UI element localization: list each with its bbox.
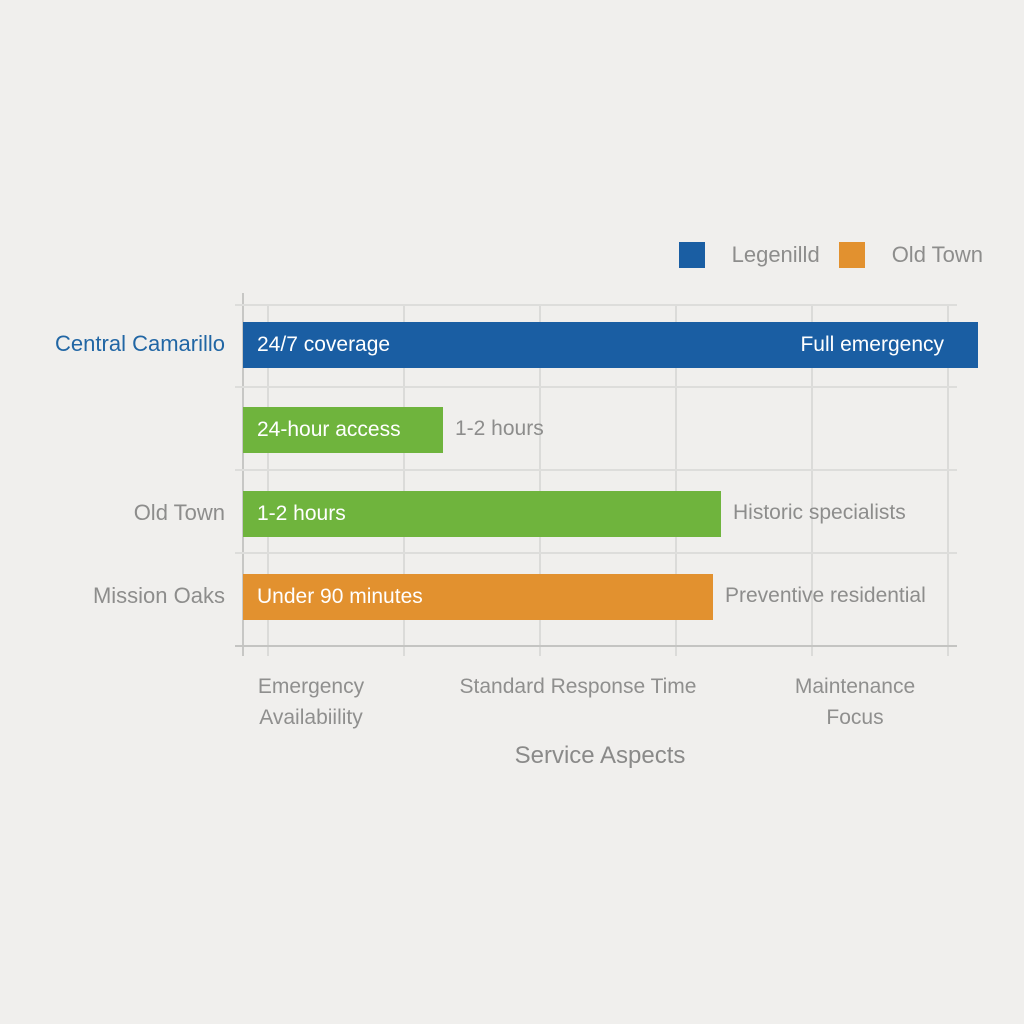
bar-end-label: Full emergency [800, 333, 944, 356]
bar-label: Under 90 minutes [257, 585, 423, 608]
y-axis-label-old-town: Old Town [133, 500, 225, 525]
x-axis-label-maintenance-focus: Maintenance Focus [794, 675, 916, 729]
gridline-horizontal [235, 386, 957, 388]
y-axis-line [242, 293, 244, 656]
bar-label: 1-2 hours [257, 502, 346, 525]
bar-outside-label: Preventive residential [725, 584, 926, 607]
x-axis-label-standard-response-time: Standard Response Time [459, 675, 697, 698]
bar-outside-label: Historic specialists [733, 501, 906, 524]
plot-area: 24/7 coverage Full emergency 24-hour acces… [235, 293, 978, 656]
y-axis-label-central-camarillo: Central Camarillo [55, 331, 225, 356]
y-axis-labels: Central Camarillo Old Town Mission Oaks [0, 305, 225, 646]
gridline-vertical [539, 305, 541, 656]
y-axis-label-mission-oaks: Mission Oaks [92, 583, 225, 608]
legend-item-blue: Legenilld [678, 242, 820, 268]
bar-old-town: 1-2 hours [243, 491, 721, 537]
gridline-vertical [811, 305, 813, 656]
gridline-vertical [403, 305, 405, 656]
legend-item-orange: Old Town [838, 242, 983, 268]
legend-label-orange: Old Town [891, 242, 983, 267]
bar-central-camarillo: 24/7 coverage Full emergency [243, 322, 978, 368]
gridline-vertical [675, 305, 677, 656]
x-axis-tick-labels: Emergency Availabiility Standard Response… [243, 671, 957, 741]
x-axis-line [235, 645, 957, 647]
x-axis-label-emergency: Emergency Availabiility [257, 675, 365, 729]
legend-swatch-blue-icon [678, 242, 705, 268]
bar-mission-oaks: Under 90 minutes [243, 574, 713, 620]
legend: Legenilld Old Town [678, 242, 983, 268]
gridline-horizontal [235, 552, 957, 554]
gridline-vertical [267, 305, 269, 656]
gridline-horizontal [235, 304, 957, 306]
bar-label: 24-hour access [257, 418, 401, 441]
bar-24-hour-access: 24-hour access [243, 407, 443, 453]
legend-label-blue: Legenilld [731, 242, 820, 267]
bar-label: 24/7 coverage [257, 333, 391, 356]
x-axis-title: Service Aspects [514, 742, 686, 769]
gridline-horizontal [235, 469, 957, 471]
legend-swatch-orange-icon [838, 242, 865, 268]
gridline-vertical [947, 305, 949, 656]
bar-outside-label: 1-2 hours [455, 417, 544, 440]
